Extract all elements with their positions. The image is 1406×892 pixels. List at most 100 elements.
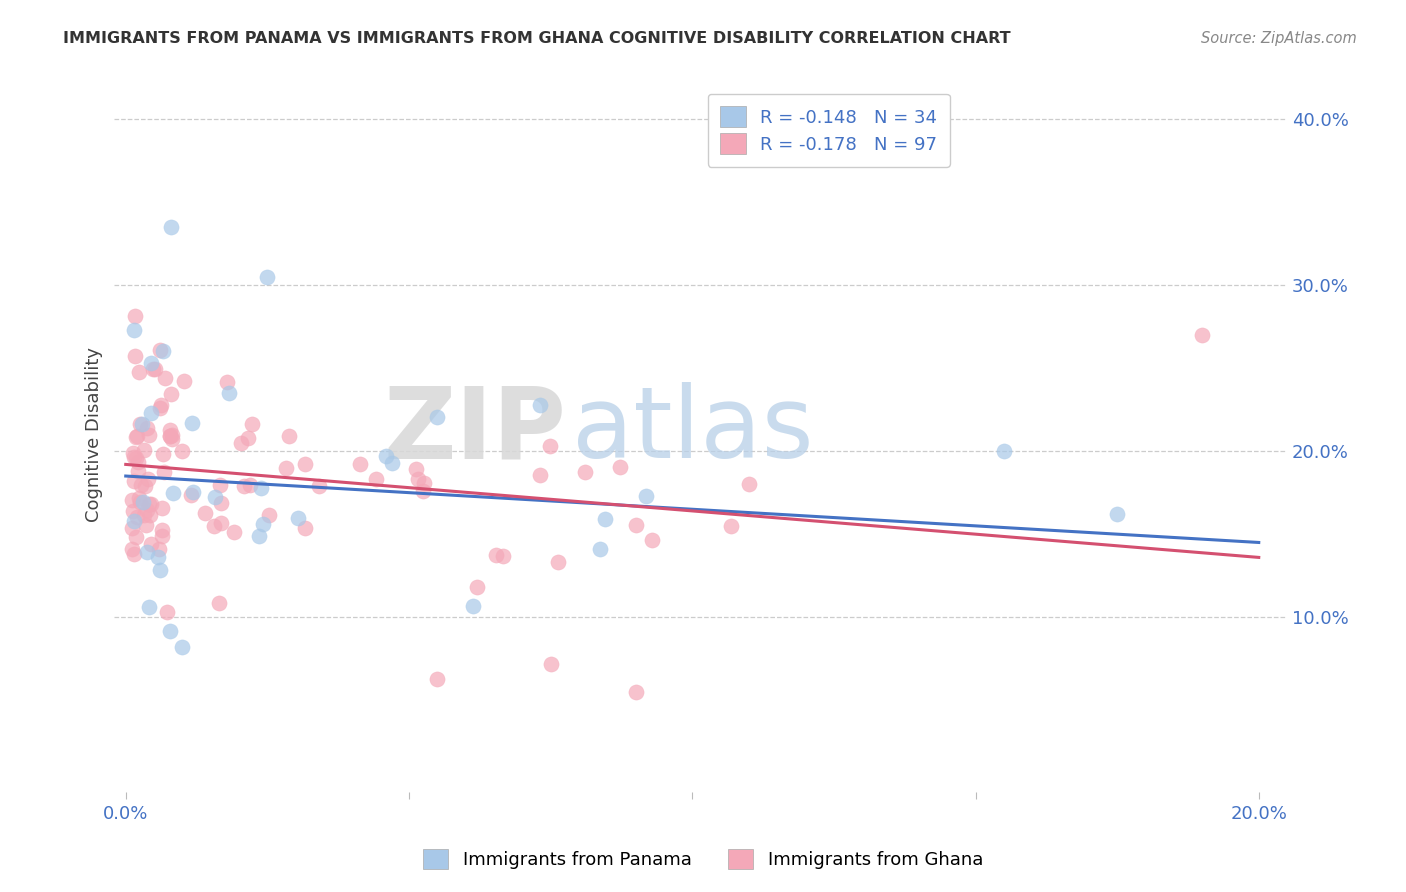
Point <box>128 491 150 506</box>
Point <box>609 460 631 475</box>
Point <box>121 492 143 507</box>
Point <box>229 435 252 450</box>
Point <box>222 524 245 539</box>
Point <box>624 518 647 533</box>
Point <box>426 672 449 686</box>
Point <box>124 349 146 363</box>
Point <box>139 508 162 523</box>
Point <box>160 387 183 401</box>
Point <box>132 495 155 509</box>
Point <box>138 496 160 510</box>
Point <box>308 479 330 493</box>
Text: IMMIGRANTS FROM PANAMA VS IMMIGRANTS FROM GHANA COGNITIVE DISABILITY CORRELATION: IMMIGRANTS FROM PANAMA VS IMMIGRANTS FRO… <box>63 31 1011 46</box>
Point <box>135 518 157 533</box>
Point <box>209 478 232 492</box>
Point <box>136 421 159 435</box>
Point <box>136 503 159 517</box>
Point <box>124 309 146 323</box>
Point <box>150 529 173 543</box>
Point <box>349 457 371 471</box>
Point <box>218 385 240 400</box>
Point <box>156 605 179 619</box>
Point <box>152 447 174 461</box>
Point <box>256 269 278 284</box>
Point <box>278 429 301 443</box>
Point <box>239 477 262 491</box>
Point <box>159 429 181 443</box>
Point <box>160 427 183 442</box>
Point <box>121 521 143 535</box>
Point <box>125 530 148 544</box>
Point <box>204 490 226 504</box>
Point <box>465 580 488 594</box>
Point <box>142 362 165 376</box>
Point <box>294 521 316 535</box>
Point <box>122 504 145 518</box>
Point <box>149 398 172 412</box>
Point <box>134 442 156 457</box>
Point <box>170 444 193 458</box>
Point <box>139 497 162 511</box>
Text: ZIP: ZIP <box>382 383 565 479</box>
Point <box>492 549 515 564</box>
Point <box>150 501 173 516</box>
Point <box>406 472 429 486</box>
Point <box>129 417 152 431</box>
Point <box>247 529 270 543</box>
Point <box>149 343 172 358</box>
Point <box>122 323 145 337</box>
Point <box>150 523 173 537</box>
Point <box>529 468 551 483</box>
Point <box>122 450 145 464</box>
Point <box>259 508 281 522</box>
Point <box>135 545 157 559</box>
Point <box>127 464 149 478</box>
Point <box>159 624 181 639</box>
Point <box>364 472 387 486</box>
Y-axis label: Cognitive Disability: Cognitive Disability <box>86 347 103 522</box>
Point <box>152 343 174 358</box>
Legend: Immigrants from Panama, Immigrants from Ghana: Immigrants from Panama, Immigrants from … <box>415 839 991 879</box>
Point <box>122 514 145 528</box>
Point <box>148 541 170 556</box>
Point <box>160 219 183 234</box>
Point <box>122 446 145 460</box>
Point <box>547 555 569 569</box>
Point <box>155 371 177 385</box>
Point <box>122 474 145 488</box>
Point <box>162 485 184 500</box>
Point <box>138 428 160 442</box>
Point <box>172 640 194 654</box>
Point <box>294 458 316 472</box>
Point <box>149 401 172 415</box>
Point <box>148 549 170 564</box>
Point <box>180 488 202 502</box>
Point <box>141 356 163 370</box>
Point <box>485 548 508 562</box>
Point <box>160 432 183 446</box>
Point <box>412 483 434 498</box>
Point <box>538 439 561 453</box>
Point <box>159 423 181 437</box>
Point <box>209 496 232 510</box>
Point <box>215 376 238 390</box>
Point <box>641 533 664 547</box>
Point <box>624 685 647 699</box>
Point <box>129 478 152 492</box>
Point <box>124 547 146 561</box>
Point <box>1107 507 1129 521</box>
Point <box>149 563 172 577</box>
Point <box>180 416 202 430</box>
Point <box>134 479 156 493</box>
Point <box>202 519 225 533</box>
Point <box>127 454 149 468</box>
Point <box>540 657 562 671</box>
Point <box>737 476 759 491</box>
Point <box>993 444 1015 458</box>
Point <box>252 517 274 532</box>
Point <box>249 481 271 495</box>
Point <box>381 457 404 471</box>
Point <box>287 511 309 525</box>
Point <box>375 449 398 463</box>
Point <box>1191 327 1213 342</box>
